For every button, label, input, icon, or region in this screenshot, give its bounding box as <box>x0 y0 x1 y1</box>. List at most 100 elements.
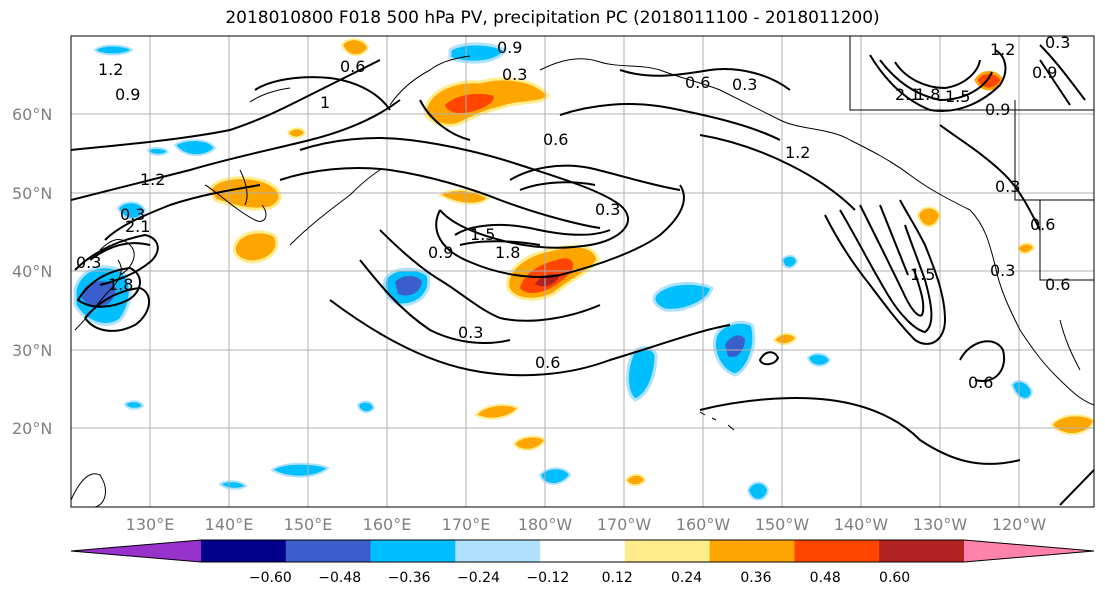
pc-negative-core <box>395 276 422 296</box>
colorbar-swatch <box>879 540 965 562</box>
contour-label: 0.9 <box>985 100 1010 119</box>
pv-contours <box>71 44 1094 506</box>
pc-positive-area <box>232 230 279 264</box>
pc-positive-area <box>772 332 798 346</box>
pc-negative-area <box>1010 379 1034 400</box>
contour-label: 0.6 <box>685 73 710 92</box>
colorbar-tick-label: −0.24 <box>457 570 500 586</box>
lon-label: 170°W <box>597 515 652 534</box>
colorbar-extend-min <box>71 540 201 562</box>
contour-label: 0.6 <box>340 57 365 76</box>
contour-label: 0.9 <box>115 85 140 104</box>
colorbar-tick-label: −0.60 <box>249 570 292 586</box>
pc-negative-area <box>448 42 507 64</box>
lat-label: 50°N <box>12 184 52 203</box>
lat-label: 30°N <box>12 341 52 360</box>
lat-label: 40°N <box>12 262 52 281</box>
lat-label: 60°N <box>12 105 52 124</box>
colorbar-swatch <box>285 540 372 562</box>
contour-label: 0.3 <box>995 177 1020 196</box>
map-panel: 0.9 0.6 0.3 1.2 0.9 0.3 0.6 0.3 1.2 2.1 … <box>71 33 1094 507</box>
colorbar-tick-label: 0.24 <box>671 570 702 586</box>
lon-label: 180°W <box>518 515 573 534</box>
pc-negative-area <box>652 281 714 312</box>
contour-label: 0.3 <box>120 205 145 224</box>
colorbar-tick-label: −0.36 <box>388 570 431 586</box>
colorbar-swatch <box>370 540 456 562</box>
colorbar-swatch <box>794 540 880 562</box>
pc-positive-core <box>445 93 494 114</box>
contour-label: 0.3 <box>732 75 757 94</box>
contour-label: 0.6 <box>543 130 568 149</box>
colorbar-tick-label: −0.48 <box>318 570 361 586</box>
contour-labels: 0.9 0.6 0.3 1.2 0.9 0.3 0.6 0.3 1.2 2.1 … <box>76 33 1070 392</box>
lon-label: 160°W <box>676 515 731 534</box>
colorbar-tick-label: 0.48 <box>810 570 841 586</box>
colorbar: −0.60 −0.48 −0.36 −0.24 −0.12 0.12 0.24 0.36 0.4… <box>70 539 1095 586</box>
lon-label: 130°W <box>913 515 968 534</box>
colorbar-tick-label: 0.60 <box>879 570 910 586</box>
contour-label: 0.3 <box>990 261 1015 280</box>
colorbar-extend-max <box>964 540 1094 562</box>
pc-positive-area <box>474 403 520 420</box>
pc-positive-area <box>624 473 647 487</box>
contour-label: 0.3 <box>76 253 101 272</box>
contour-label: 2.1 <box>895 85 920 104</box>
contour-label: 1.5 <box>910 265 935 284</box>
pc-positive-area <box>1050 414 1094 435</box>
graticule <box>71 36 1094 507</box>
lon-label: 160°E <box>363 515 412 534</box>
precip-shading <box>73 38 1094 501</box>
contour-label: 0.3 <box>595 200 620 219</box>
lon-label: 150°E <box>284 515 333 534</box>
contour-label: 1.2 <box>990 40 1015 59</box>
colorbar-swatch <box>540 540 626 562</box>
contour-label: 1.5 <box>470 225 495 244</box>
contour-label: 0.3 <box>502 65 527 84</box>
colorbar-swatch <box>201 540 287 562</box>
pc-positive-area <box>1016 242 1036 255</box>
contour-label: 0.6 <box>968 373 993 392</box>
contour-label: 0.9 <box>497 38 522 57</box>
pc-negative-area <box>626 346 658 402</box>
lat-label: 20°N <box>12 419 52 438</box>
pc-positive-peak <box>535 274 560 287</box>
lon-label: 140°E <box>205 515 254 534</box>
colorbar-swatch <box>709 540 795 562</box>
pc-negative-area <box>746 481 770 501</box>
contour-label: 1.8 <box>915 85 940 104</box>
pc-positive-area <box>916 206 942 228</box>
pc-negative-core <box>81 280 116 307</box>
pc-negative-area <box>116 201 147 220</box>
pc-negative-core <box>725 335 745 358</box>
contour-label: 1.2 <box>98 60 123 79</box>
pc-negative-area <box>538 467 572 485</box>
pc-positive-area <box>340 38 370 57</box>
longitude-labels: 130°E 140°E 150°E 160°E 170°E 180°W 170°… <box>126 515 1047 534</box>
contour-label: 0.3 <box>1045 33 1070 52</box>
contour-label: 0.6 <box>1030 215 1055 234</box>
colorbar-tick-label: 0.12 <box>602 570 633 586</box>
lon-label: 170°E <box>442 515 491 534</box>
contour-label: 1.8 <box>108 275 133 294</box>
colorbar-swatch <box>455 540 541 562</box>
pc-negative-area <box>356 400 376 414</box>
pc-negative-area <box>270 462 330 478</box>
colorbar-tick-label: 0.36 <box>740 570 771 586</box>
pc-negative-area <box>218 480 248 490</box>
contour-label: 0.9 <box>1032 63 1057 82</box>
contour-label: 2.1 <box>125 217 150 236</box>
contour-label: 1.2 <box>785 143 810 162</box>
pc-negative-area <box>146 146 170 156</box>
contour-label: 0.9 <box>428 243 453 262</box>
pc-negative-area <box>93 44 134 56</box>
colorbar-outline <box>70 539 1095 563</box>
pc-negative-area <box>173 139 217 157</box>
latitude-labels: 60°N 50°N 40°N 30°N 20°N <box>12 105 52 438</box>
contour-label: 0.6 <box>1045 275 1070 294</box>
pc-negative-area <box>123 400 145 410</box>
contour-label: 1.5 <box>945 87 970 106</box>
lon-label: 150°W <box>755 515 810 534</box>
pc-negative-area <box>780 254 799 269</box>
